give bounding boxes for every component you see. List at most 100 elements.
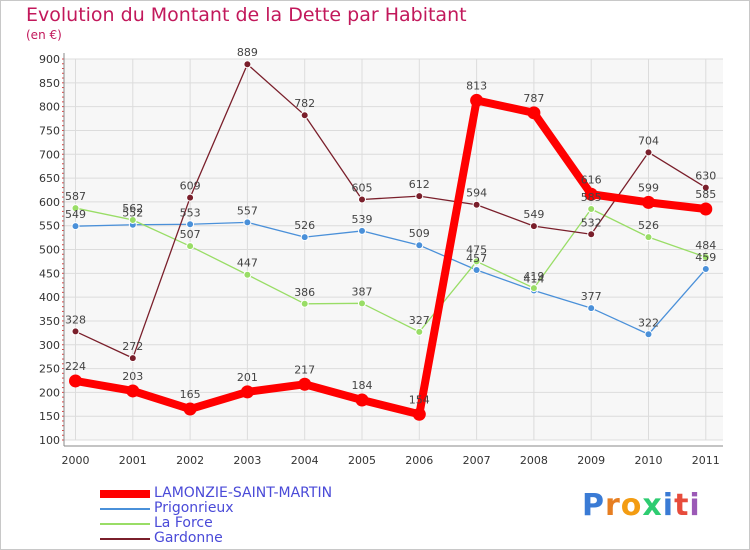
logo-letter: P	[582, 488, 605, 523]
legend-swatch	[100, 538, 150, 540]
y-tick-label: 400	[39, 291, 60, 304]
y-tick-label: 250	[39, 363, 60, 376]
logo-letter: o	[620, 488, 643, 523]
data-point	[69, 374, 82, 388]
data-point	[300, 233, 309, 242]
data-point	[644, 148, 653, 157]
data-point	[71, 204, 80, 213]
y-tick-label: 900	[39, 53, 60, 66]
series-line-lamonzie-saint-martin	[71, 96, 710, 419]
data-point	[186, 220, 195, 229]
data-label: 526	[294, 219, 315, 232]
data-point	[243, 218, 252, 227]
data-point	[243, 60, 252, 69]
data-point	[529, 222, 538, 231]
logo-letter: r	[605, 488, 621, 523]
data-label: 328	[65, 313, 86, 326]
data-label: 553	[180, 206, 201, 219]
data-point	[470, 93, 484, 107]
data-point	[584, 187, 598, 201]
data-label: 599	[638, 181, 659, 194]
data-label: 184	[352, 379, 373, 392]
data-point	[300, 299, 309, 308]
data-point	[642, 195, 655, 209]
data-point	[358, 226, 366, 235]
logo-letter: t	[674, 488, 690, 523]
data-point	[243, 270, 252, 279]
chart-title: Evolution du Montant de la Dette par Hab…	[26, 4, 467, 26]
data-label: 224	[65, 360, 86, 373]
y-tick-label: 200	[39, 386, 60, 399]
data-label: 585	[581, 191, 602, 204]
y-tick-label: 750	[39, 124, 60, 137]
data-point	[529, 284, 538, 293]
data-label: 459	[695, 251, 716, 264]
data-label: 475	[466, 243, 487, 256]
data-point	[644, 330, 653, 339]
data-label: 704	[638, 134, 659, 147]
data-label: 507	[180, 228, 201, 241]
data-label: 605	[352, 181, 373, 194]
data-point	[126, 384, 140, 398]
legend-label: LAMONZIE-SAINT-MARTIN	[154, 485, 333, 501]
data-label: 154	[409, 393, 430, 406]
x-tick-label: 2009	[577, 454, 605, 467]
data-label: 630	[695, 170, 716, 183]
x-tick-label: 2010	[635, 454, 663, 467]
data-label: 457	[466, 252, 487, 265]
data-point	[472, 200, 481, 209]
logo-letter: i	[689, 488, 701, 523]
data-point	[527, 106, 541, 120]
data-point	[71, 222, 80, 231]
x-tick-label: 2002	[176, 454, 204, 467]
data-label: 616	[581, 173, 602, 186]
x-tick-label: 2011	[692, 454, 720, 467]
data-label: 549	[523, 208, 544, 221]
data-label: 509	[409, 227, 430, 240]
y-tick-label: 800	[39, 101, 60, 114]
data-label: 272	[122, 340, 143, 353]
legend-label: Prigonrieux	[154, 500, 234, 516]
data-label: 377	[581, 290, 602, 303]
legend-label: La Force	[154, 515, 213, 531]
x-tick-label: 2003	[233, 454, 261, 467]
x-tick-label: 2001	[119, 454, 147, 467]
data-label: 562	[122, 202, 143, 215]
logo-letter: i	[662, 488, 675, 523]
y-tick-label: 700	[39, 148, 60, 161]
data-point	[412, 407, 426, 421]
data-point	[587, 205, 596, 214]
data-label: 782	[294, 97, 315, 110]
data-label: 609	[180, 180, 201, 193]
data-label: 532	[581, 216, 602, 229]
y-tick-label: 550	[39, 220, 60, 233]
data-label: 787	[523, 92, 544, 105]
data-label: 419	[523, 270, 544, 283]
data-point	[358, 195, 366, 204]
data-point	[183, 402, 197, 416]
data-point	[415, 327, 424, 336]
x-tick-label: 2000	[62, 454, 90, 467]
data-point	[358, 299, 366, 308]
data-label: 201	[237, 371, 258, 384]
data-label: 386	[294, 286, 315, 299]
line-chart: 100 150 200 250 300 350 400 450 500 550 600 650 700 7…	[39, 46, 723, 467]
data-point	[415, 241, 424, 250]
y-tick-label: 350	[39, 315, 60, 328]
data-point	[355, 393, 369, 407]
proxiti-logo: Proxiti	[582, 488, 701, 523]
data-label: 414	[523, 272, 544, 285]
data-point	[644, 233, 653, 242]
x-tick-label: 2006	[405, 454, 433, 467]
data-point	[298, 377, 312, 391]
data-point	[240, 385, 254, 399]
x-tick-label: 2004	[291, 454, 319, 467]
data-label: 552	[122, 207, 143, 220]
data-point	[699, 202, 713, 216]
data-label: 539	[352, 213, 373, 226]
y-tick-label: 150	[39, 410, 60, 423]
y-tick-label: 100	[39, 434, 60, 447]
data-point	[472, 257, 481, 266]
legend-swatch	[100, 490, 150, 498]
data-point	[71, 327, 80, 336]
